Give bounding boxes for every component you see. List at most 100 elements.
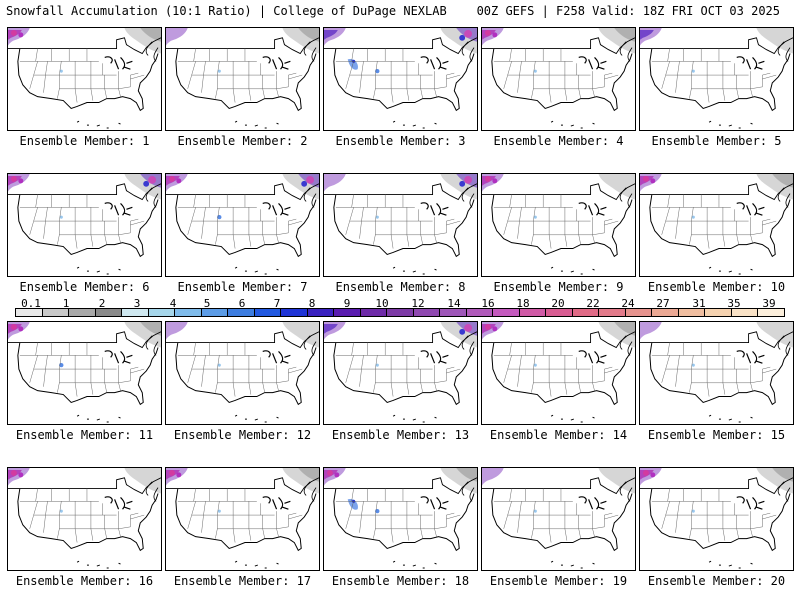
ensemble-member-map bbox=[7, 27, 162, 131]
snowfall-area-nw bbox=[482, 28, 504, 46]
colorbar-tick-label: 1 bbox=[62, 297, 70, 310]
us-map bbox=[8, 468, 161, 569]
ensemble-member-map bbox=[7, 467, 162, 571]
snowfall-area-co bbox=[375, 363, 379, 367]
ensemble-member-map bbox=[323, 173, 478, 277]
ensemble-member-label: Ensemble Member: 14 bbox=[489, 428, 628, 442]
ensemble-member-label: Ensemble Member: 17 bbox=[173, 574, 312, 588]
snowfall-area-ne bbox=[282, 322, 319, 348]
us-map bbox=[324, 28, 477, 129]
colorbar-tick-label: 31 bbox=[692, 297, 706, 310]
snowfall-area-ne bbox=[440, 468, 477, 494]
snowfall-area-nw bbox=[166, 322, 188, 340]
ensemble-member-label: Ensemble Member: 7 bbox=[177, 280, 308, 294]
ensemble-member-label: Ensemble Member: 19 bbox=[489, 574, 628, 588]
ensemble-member-map bbox=[639, 467, 794, 571]
snowfall-area-nw bbox=[482, 322, 504, 340]
snowfall-area-nw bbox=[166, 174, 188, 192]
snowfall-area-ne bbox=[756, 322, 793, 348]
ensemble-member-label: Ensemble Member: 16 bbox=[15, 574, 154, 588]
ensemble-member-label: Ensemble Member: 8 bbox=[335, 280, 466, 294]
snowfall-area-nw bbox=[640, 28, 662, 46]
colorbar-swatch bbox=[705, 309, 732, 316]
snowfall-area-nw bbox=[640, 174, 662, 192]
us-map bbox=[482, 468, 635, 569]
colorbar-swatch bbox=[281, 309, 308, 316]
ensemble-member-label: Ensemble Member: 13 bbox=[331, 428, 470, 442]
snowfall-area-co bbox=[691, 69, 695, 73]
colorbar-swatch bbox=[546, 309, 573, 316]
snowfall-area-nw bbox=[324, 174, 346, 192]
colorbar-swatch bbox=[42, 309, 70, 316]
us-map bbox=[166, 174, 319, 275]
ensemble-member-label: Ensemble Member: 12 bbox=[173, 428, 312, 442]
snowfall-area-nw bbox=[324, 322, 346, 340]
colorbar-swatch bbox=[413, 309, 441, 316]
us-map bbox=[640, 322, 793, 423]
snowfall-area-ne bbox=[756, 28, 793, 54]
colorbar-tick-label: 0.1 bbox=[21, 297, 41, 310]
snowfall-area-co bbox=[59, 509, 63, 513]
run-info: 00Z GEFS | F258 Valid: 18Z FRI OCT 03 20… bbox=[476, 4, 780, 18]
colorbar-tick-label: 8 bbox=[308, 297, 316, 310]
ensemble-member-label: Ensemble Member: 20 bbox=[647, 574, 786, 588]
colorbar-tick-label: 35 bbox=[727, 297, 741, 310]
us-map bbox=[166, 28, 319, 129]
ensemble-member-label: Ensemble Member: 10 bbox=[647, 280, 786, 294]
colorbar-tick-label: 5 bbox=[203, 297, 211, 310]
snowfall-area-co bbox=[533, 509, 537, 513]
snowfall-area-nw bbox=[640, 468, 662, 486]
colorbar-swatch bbox=[387, 309, 414, 316]
us-map bbox=[640, 28, 793, 129]
colorbar-tick-label: 39 bbox=[762, 297, 776, 310]
ensemble-member-label: Ensemble Member: 4 bbox=[493, 134, 624, 148]
us-map bbox=[640, 174, 793, 275]
colorbar-tick-label: 6 bbox=[238, 297, 246, 310]
us-map bbox=[482, 28, 635, 129]
ensemble-member-map bbox=[323, 27, 478, 131]
snowfall-area-ne bbox=[598, 322, 635, 348]
ensemble-member-label: Ensemble Member: 15 bbox=[647, 428, 786, 442]
snowfall-area-ne bbox=[756, 174, 793, 200]
colorbar-swatch bbox=[95, 309, 123, 316]
snowfall-area-co bbox=[533, 69, 537, 73]
ensemble-member-label: Ensemble Member: 1 bbox=[19, 134, 150, 148]
us-map bbox=[8, 28, 161, 129]
us-map bbox=[8, 322, 161, 423]
snowfall-area-co bbox=[691, 363, 695, 367]
colorbar-tick-label: 27 bbox=[656, 297, 670, 310]
snowfall-area-co bbox=[217, 363, 221, 367]
snowfall-area-ne bbox=[756, 468, 793, 494]
ensemble-member-label: Ensemble Member: 18 bbox=[331, 574, 470, 588]
ensemble-member-map bbox=[7, 173, 162, 277]
snowfall-area-nw bbox=[482, 468, 504, 486]
colorbar-tick-label: 3 bbox=[133, 297, 141, 310]
snowfall-area-ne bbox=[282, 28, 319, 54]
colorbar-swatch bbox=[360, 309, 388, 316]
snowfall-area-co bbox=[59, 215, 63, 219]
ensemble-member-map bbox=[481, 173, 636, 277]
snowfall-area-ne bbox=[598, 468, 635, 494]
colorbar-tick-label: 7 bbox=[273, 297, 281, 310]
us-map bbox=[166, 322, 319, 423]
us-map bbox=[324, 468, 477, 569]
snowfall-area-ne bbox=[440, 28, 477, 54]
colorbar-swatch bbox=[572, 309, 600, 316]
colorbar-swatch bbox=[148, 309, 176, 316]
ensemble-member-map bbox=[639, 173, 794, 277]
colorbar-swatch bbox=[599, 309, 626, 316]
snowfall-area-co bbox=[533, 215, 537, 219]
snowfall-area-co bbox=[217, 509, 221, 513]
ensemble-member-label: Ensemble Member: 2 bbox=[177, 134, 308, 148]
snowfall-area-ne bbox=[124, 28, 161, 54]
ensemble-member-label: Ensemble Member: 3 bbox=[335, 134, 466, 148]
us-map bbox=[640, 468, 793, 569]
snowfall-area-ne bbox=[440, 174, 477, 200]
snowfall-area-ne bbox=[282, 174, 319, 200]
snowfall-area-co bbox=[217, 69, 221, 73]
snowfall-area-nw bbox=[166, 468, 188, 486]
ensemble-member-map bbox=[165, 27, 320, 131]
colorbar-tick-label: 18 bbox=[516, 297, 530, 310]
snowfall-area-ne bbox=[124, 322, 161, 348]
ensemble-member-map bbox=[323, 467, 478, 571]
